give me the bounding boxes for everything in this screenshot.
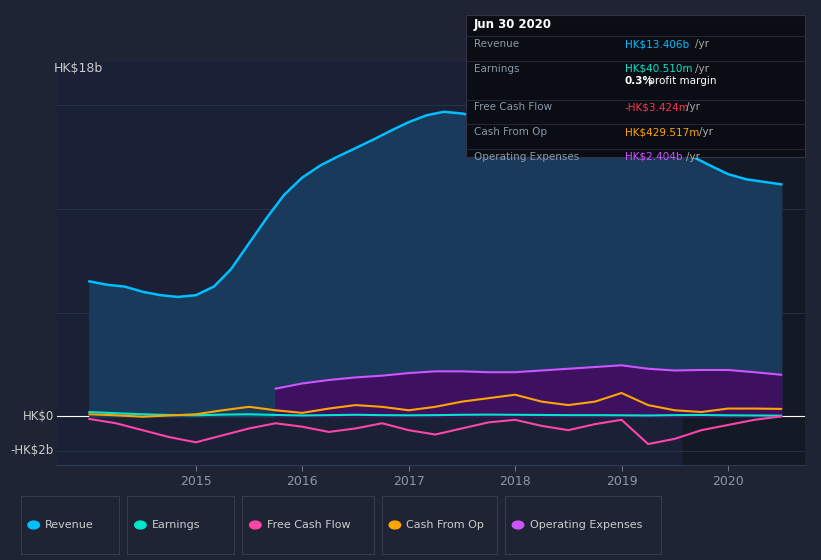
Text: -HK$3.424m: -HK$3.424m — [625, 102, 690, 113]
Text: /yr: /yr — [686, 152, 700, 162]
Text: Revenue: Revenue — [45, 520, 94, 530]
Text: HK$18b: HK$18b — [53, 62, 103, 74]
Text: 0.3%: 0.3% — [625, 76, 654, 86]
Text: Operating Expenses: Operating Expenses — [530, 520, 642, 530]
Text: Cash From Op: Cash From Op — [474, 127, 547, 137]
Text: Earnings: Earnings — [152, 520, 200, 530]
Text: /yr: /yr — [686, 102, 700, 113]
Text: HK$40.510m: HK$40.510m — [625, 64, 692, 74]
Text: Earnings: Earnings — [474, 64, 519, 74]
Text: /yr: /yr — [699, 127, 713, 137]
Text: HK$0: HK$0 — [22, 410, 53, 423]
Text: HK$429.517m: HK$429.517m — [625, 127, 699, 137]
Text: Cash From Op: Cash From Op — [406, 520, 484, 530]
Bar — [683, 62, 805, 465]
Text: Free Cash Flow: Free Cash Flow — [474, 102, 552, 113]
Text: HK$2.404b: HK$2.404b — [625, 152, 682, 162]
Text: HK$13.406b: HK$13.406b — [625, 39, 689, 49]
Text: Free Cash Flow: Free Cash Flow — [267, 520, 351, 530]
Text: -HK$2b: -HK$2b — [11, 445, 53, 458]
Text: /yr: /yr — [695, 39, 709, 49]
Text: Jun 30 2020: Jun 30 2020 — [474, 18, 552, 31]
Text: /yr: /yr — [695, 64, 709, 74]
Text: profit margin: profit margin — [645, 76, 717, 86]
Text: Revenue: Revenue — [474, 39, 519, 49]
Text: Operating Expenses: Operating Expenses — [474, 152, 579, 162]
